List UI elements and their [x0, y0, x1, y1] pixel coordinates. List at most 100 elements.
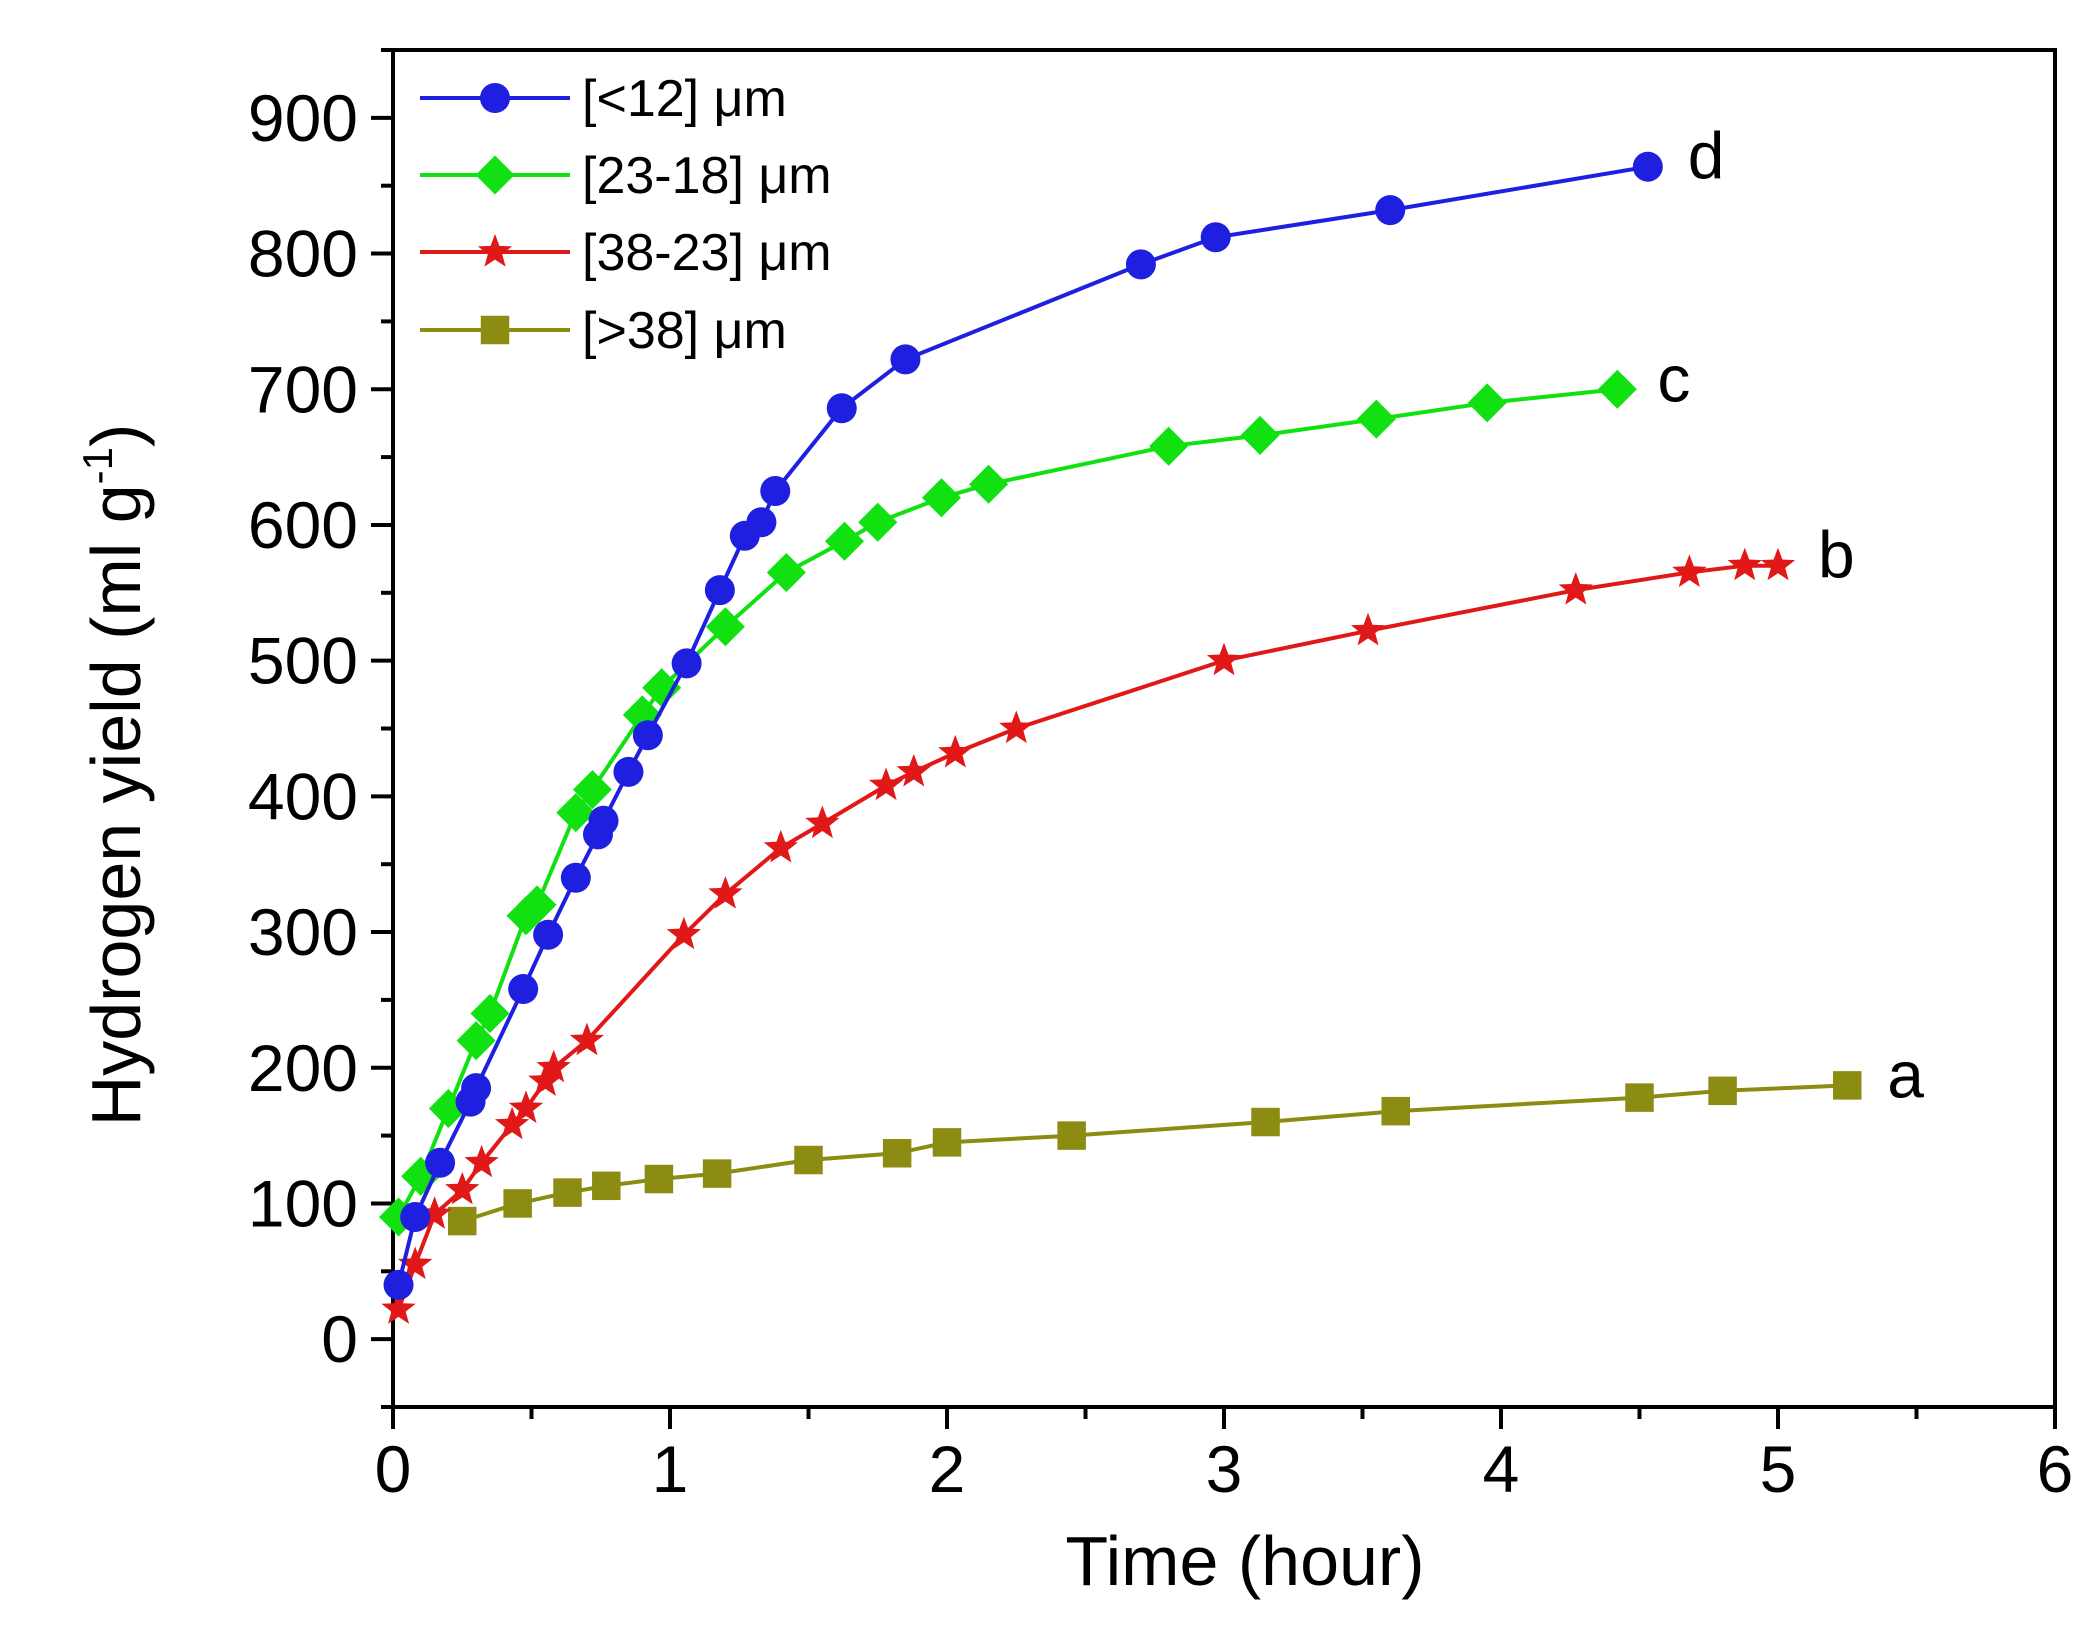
data-point-b [495, 1106, 530, 1140]
series-d: d [383, 119, 1725, 1300]
legend-marker [480, 83, 510, 113]
data-point-a [644, 1164, 674, 1194]
y-axis-title-close: ) [77, 424, 155, 447]
y-tick-label: 400 [248, 759, 358, 833]
data-point-d [890, 344, 921, 375]
legend-marker [480, 315, 510, 345]
y-tick-label: 500 [248, 624, 358, 698]
data-point-a [503, 1189, 532, 1218]
data-point-a [1833, 1071, 1862, 1100]
data-point-b [1558, 572, 1593, 605]
data-point-c [766, 552, 806, 592]
x-axis-title: Time (hour) [1065, 1522, 1424, 1600]
series-end-label-d: d [1688, 119, 1725, 193]
data-point-b [805, 805, 840, 839]
y-tick-label: 100 [248, 1166, 358, 1240]
data-point-c [470, 993, 510, 1033]
data-point-b [464, 1144, 499, 1178]
data-point-a [592, 1171, 621, 1201]
y-tick-label: 800 [248, 217, 358, 291]
data-point-b [1206, 642, 1242, 676]
legend-label: [38-23] μm [582, 224, 832, 282]
data-point-c [1467, 383, 1507, 423]
data-point-b [1350, 612, 1386, 646]
data-point-d [746, 507, 777, 538]
data-point-d [588, 805, 619, 836]
series-b: b [381, 518, 1855, 1324]
data-point-c [921, 478, 961, 518]
data-point-c [1356, 399, 1396, 439]
data-point-d [760, 476, 791, 507]
data-point-d [1125, 249, 1156, 280]
legend-item-c: [23-18] μm [420, 147, 832, 205]
y-axis-title-superscript: -1 [74, 447, 121, 484]
legend-label: [>38] μm [582, 302, 787, 360]
data-point-d [425, 1147, 456, 1178]
series-c: c [379, 341, 1690, 1237]
y-tick-label: 0 [321, 1302, 358, 1376]
data-point-d [560, 862, 591, 893]
data-point-b [508, 1090, 544, 1123]
data-point-b [381, 1291, 416, 1324]
x-tick-label: 4 [1483, 1432, 1520, 1506]
data-point-a [1708, 1076, 1737, 1106]
data-point-b [896, 753, 931, 787]
data-point-a [1381, 1096, 1410, 1126]
data-point-d [1375, 195, 1406, 226]
data-point-a [1251, 1107, 1280, 1137]
legend-item-b: [38-23] μm [420, 224, 832, 282]
legend-marker [477, 234, 513, 267]
series-a: a [448, 1037, 1924, 1236]
y-axis-title: Hydrogen yield (ml g-1) [74, 424, 155, 1127]
data-point-c [1149, 426, 1189, 466]
data-point-b [398, 1246, 433, 1280]
data-point-d [1200, 222, 1231, 253]
y-tick-label: 200 [248, 1031, 358, 1105]
y-tick-label: 600 [248, 488, 358, 562]
data-point-c [858, 502, 898, 542]
data-point-c [969, 464, 1009, 504]
data-point-d [826, 393, 857, 424]
legend-marker [475, 155, 515, 195]
data-point-c [456, 1021, 496, 1061]
series-end-label-a: a [1887, 1037, 1924, 1111]
y-axis-title-main: Hydrogen yield (ml g [77, 484, 155, 1126]
x-tick-label: 2 [929, 1432, 966, 1506]
data-point-a [932, 1128, 962, 1157]
data-point-b [445, 1171, 480, 1205]
data-point-c [642, 668, 682, 708]
data-point-b [938, 734, 973, 768]
x-tick-label: 3 [1206, 1432, 1243, 1506]
data-point-a [882, 1138, 912, 1168]
x-tick-label: 6 [2037, 1432, 2074, 1506]
data-point-b [569, 1022, 604, 1056]
legend-item-d: [<12] μm [420, 70, 787, 128]
data-point-c [825, 521, 865, 561]
data-point-c [1240, 415, 1280, 455]
data-point-d [671, 648, 702, 679]
data-point-d [1632, 151, 1663, 182]
data-point-b [868, 767, 904, 801]
series-end-label-c: c [1657, 341, 1690, 415]
data-point-d [533, 919, 564, 950]
y-tick-label: 300 [248, 895, 358, 969]
x-tick-label: 1 [652, 1432, 689, 1506]
x-tick-label: 5 [1760, 1432, 1797, 1506]
data-point-d [383, 1269, 414, 1300]
data-point-b [417, 1196, 452, 1229]
data-point-d [508, 974, 539, 1005]
data-point-b [666, 916, 701, 950]
legend-label: [23-18] μm [582, 147, 832, 205]
data-point-c [517, 885, 557, 925]
data-point-c [572, 770, 612, 810]
x-tick-label: 0 [375, 1432, 412, 1506]
data-point-d [613, 756, 644, 787]
legend: [<12] μm [23-18] μm [38-23] μm [>38] μm [420, 70, 832, 360]
data-point-a [702, 1159, 732, 1188]
data-point-d [632, 720, 663, 751]
series-layer: a b c d [379, 119, 1924, 1324]
data-point-a [1625, 1083, 1654, 1112]
legend-item-a: [>38] μm [420, 302, 787, 360]
data-point-d [461, 1073, 492, 1104]
data-point-b [708, 876, 743, 909]
